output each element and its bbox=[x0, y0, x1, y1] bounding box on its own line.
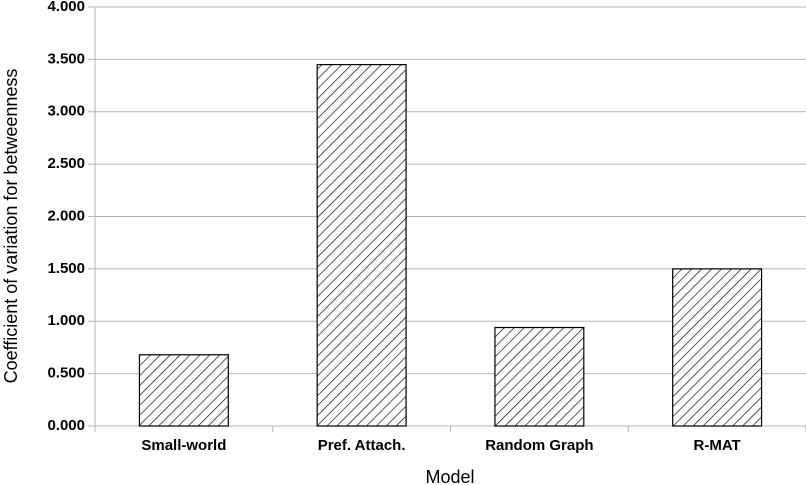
y-axis-title: Coefficient of variation for betweenness bbox=[1, 69, 21, 384]
y-tick-label: 0.500 bbox=[47, 365, 85, 382]
y-tick-label: 1.500 bbox=[47, 260, 85, 277]
x-tick-label: R-MAT bbox=[694, 437, 741, 454]
y-tick-label: 1.000 bbox=[47, 312, 85, 329]
y-tick-label: 4.000 bbox=[47, 0, 85, 15]
x-axis-title: Model bbox=[425, 467, 474, 485]
bar bbox=[316, 64, 407, 427]
x-tick-label: Pref. Attach. bbox=[318, 437, 406, 454]
y-tick-label: 2.000 bbox=[47, 207, 85, 224]
bar bbox=[672, 268, 763, 427]
y-tick-label: 3.000 bbox=[47, 103, 85, 120]
y-tick-label: 0.000 bbox=[47, 417, 85, 434]
bar bbox=[138, 354, 229, 427]
y-tick-label: 3.500 bbox=[47, 50, 85, 67]
x-tick-label: Small-world bbox=[141, 437, 226, 454]
x-tick-label: Random Graph bbox=[485, 437, 593, 454]
bar bbox=[494, 326, 585, 427]
y-tick-label: 2.500 bbox=[47, 155, 85, 172]
